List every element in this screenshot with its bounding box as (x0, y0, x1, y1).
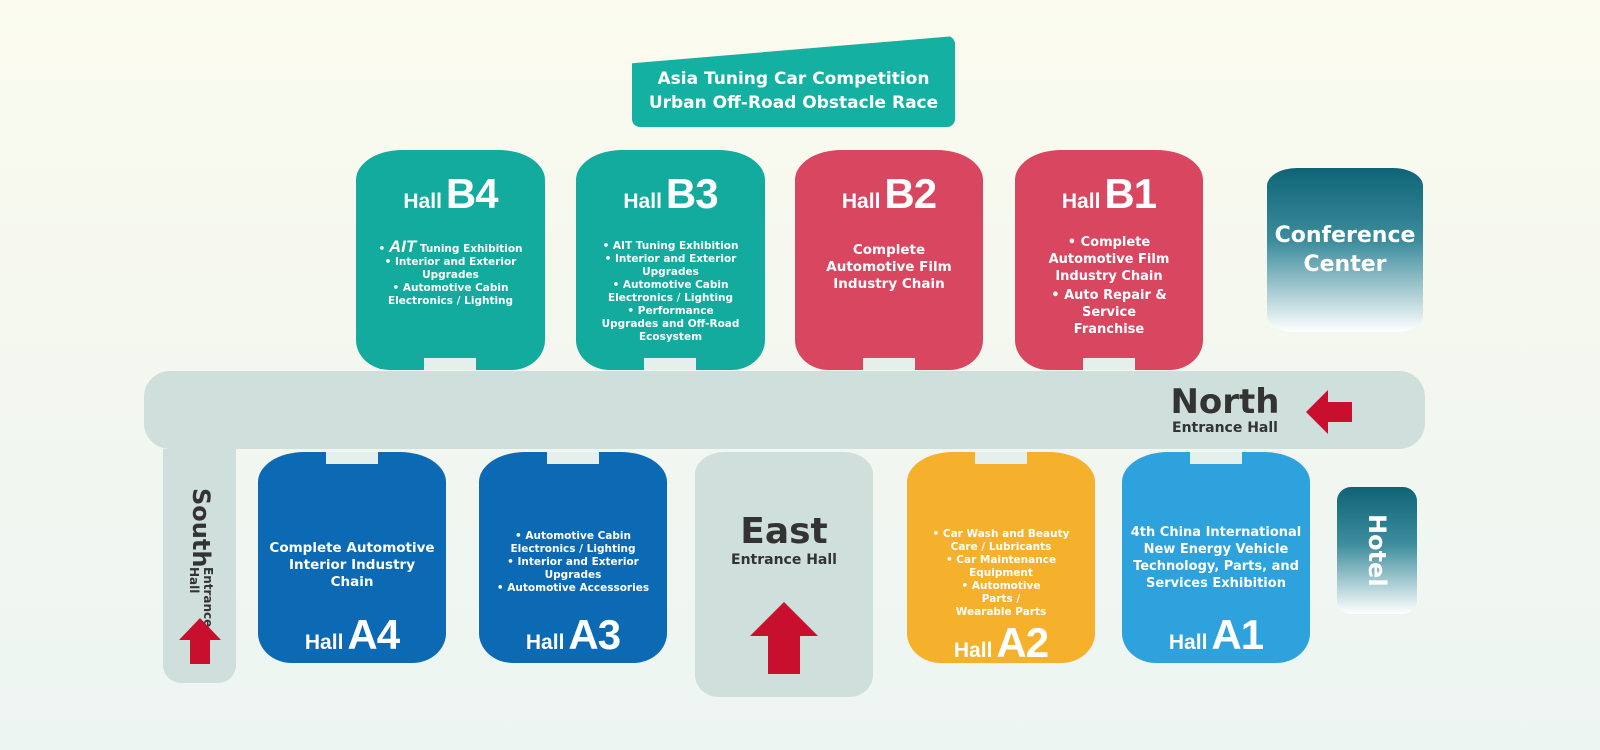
arrow-up-icon (179, 618, 221, 664)
east-name: East (740, 511, 828, 552)
hall-word: Hall (525, 631, 565, 654)
north-name: North (1170, 382, 1280, 422)
door (1083, 358, 1135, 370)
hall-code: B1 (1104, 170, 1157, 217)
door (326, 452, 378, 464)
ait-logo: AIT (388, 237, 417, 256)
hall-code: A2 (996, 619, 1049, 666)
south-name: South (187, 488, 215, 568)
south-entrance-label: South Entrance Hall (176, 488, 226, 628)
hall-item: • Interior and Exterior Upgrades (384, 256, 517, 281)
hotel-label: Hotel (1363, 514, 1391, 587)
hall-item: • Automotive Parts / Wearable Parts (955, 580, 1047, 618)
hall-a2[interactable]: • Car Wash and Beauty Care / Lubricants … (907, 452, 1095, 666)
banner-line: Asia Tuning Car Competition (657, 68, 930, 89)
north-sub: Entrance Hall (1172, 420, 1278, 436)
hall-items: • AIT Tuning Exhibition • Interior and E… (356, 237, 545, 308)
hall-word: Hall (953, 639, 993, 662)
hall-code: A3 (568, 611, 621, 658)
hall-item: • Performance Upgrades and Off-Road Ecos… (601, 305, 740, 343)
hall-item: • Interior and Exterior Upgrades (507, 556, 639, 581)
door (1190, 452, 1242, 464)
hall-item: • Car Maintenance Equipment (945, 554, 1057, 579)
hall-items: • AIT Tuning Exhibition • Interior and E… (576, 240, 765, 344)
hall-item: • Complete Automotive Film Industry Chai… (1048, 235, 1170, 284)
hall-word: Hall (304, 631, 344, 654)
hotel[interactable]: Hotel (1337, 487, 1417, 614)
hall-item: • AIT Tuning Exhibition (602, 240, 739, 252)
hall-b1[interactable]: Hall B1 • Complete Automotive Film Indust… (1015, 150, 1203, 370)
hall-code: B3 (665, 170, 719, 217)
door (975, 452, 1027, 464)
hall-item: • Automotive Cabin Electronics / Lightin… (607, 279, 734, 304)
conference-label: Conference Center (1274, 223, 1416, 277)
door (424, 358, 476, 370)
east-sub: Entrance Hall (731, 552, 837, 568)
hall-a4[interactable]: Complete Automotive Interior Industry Ch… (258, 452, 446, 663)
hall-word: Hall (623, 190, 662, 213)
arrow-up-icon (750, 602, 818, 674)
hall-item: • Automotive Cabin Electronics / Lightin… (510, 530, 636, 555)
hall-code: B2 (884, 170, 937, 217)
hall-word: Hall (1168, 631, 1208, 654)
banner-line: Urban Off-Road Obstacle Race (648, 92, 939, 113)
hall-word: Hall (841, 190, 881, 213)
hall-b3[interactable]: Hall B3 • AIT Tuning Exhibition • Interio… (576, 150, 765, 370)
conference-center[interactable]: Conference Center (1267, 168, 1423, 332)
hall-b4[interactable]: Hall B4 • AIT Tuning Exhibition • Interio… (356, 150, 545, 370)
hall-code: A1 (1211, 611, 1264, 658)
hall-items: • Automotive Cabin Electronics / Lightin… (479, 530, 667, 595)
hall-a1[interactable]: 4th China International New Energy Vehic… (1122, 452, 1310, 663)
north-corridor (144, 371, 1425, 449)
hall-item: Tuning Exhibition (419, 243, 523, 255)
hall-item: • Interior and Exterior Upgrades (604, 253, 737, 278)
hall-desc: 4th China International New Energy Vehic… (1130, 525, 1302, 591)
hall-word: Hall (1061, 190, 1101, 213)
hall-desc: Complete Automotive Film Industry Chain (826, 242, 952, 292)
hall-a3[interactable]: • Automotive Cabin Electronics / Lightin… (479, 452, 667, 663)
arrow-left-icon (1306, 390, 1352, 434)
hall-code: A4 (347, 611, 400, 658)
hall-items: • Car Wash and Beauty Care / Lubricants … (907, 528, 1095, 619)
hall-b2[interactable]: Hall B2 Complete Automotive Film Industry… (795, 150, 983, 370)
door (644, 358, 696, 370)
hall-word: Hall (403, 190, 442, 213)
hall-item: • Automotive Accessories (496, 582, 650, 594)
event-banner: Asia Tuning Car Competition Urban Off-Ro… (632, 36, 955, 127)
hall-code: B4 (445, 170, 499, 217)
hall-item: • Car Wash and Beauty Care / Lubricants (932, 528, 1070, 553)
hall-item: • Auto Repair & Service Franchise (1051, 288, 1167, 337)
door (863, 358, 915, 370)
south-sub: Entrance Hall (187, 567, 215, 628)
north-entrance-label: North Entrance Hall (1160, 384, 1290, 436)
hall-item: • Automotive Cabin Electronics / Lightin… (387, 282, 514, 307)
hall-items: • Complete Automotive Film Industry Chai… (1015, 234, 1203, 338)
hall-desc: Complete Automotive Interior Industry Ch… (269, 540, 435, 590)
door (547, 452, 599, 464)
